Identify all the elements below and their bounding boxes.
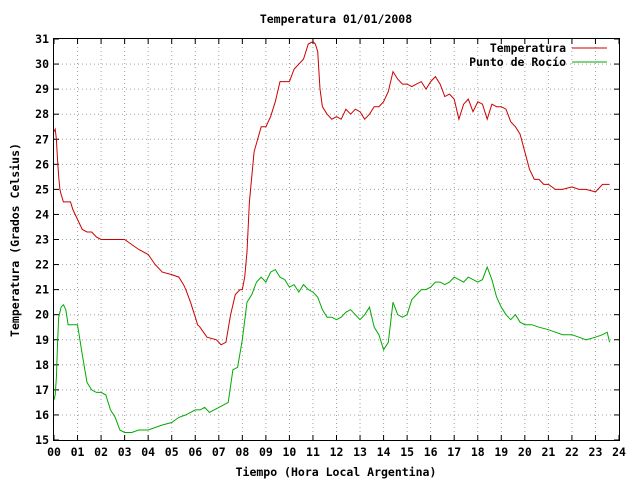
legend-label: Temperatura (490, 41, 566, 55)
x-tick-label: 01 (71, 445, 85, 459)
y-tick-label: 28 (35, 107, 49, 121)
x-tick-label: 16 (424, 445, 438, 459)
x-tick-label: 08 (235, 445, 249, 459)
chart-title: Temperatura 01/01/2008 (260, 12, 412, 26)
x-tick-label: 20 (518, 445, 532, 459)
x-tick-label: 21 (541, 445, 555, 459)
x-tick-label: 23 (589, 445, 603, 459)
y-tick-label: 25 (35, 182, 49, 196)
x-tick-label: 18 (471, 445, 485, 459)
y-tick-label: 22 (35, 258, 49, 272)
y-tick-label: 30 (35, 57, 49, 71)
x-tick-label: 07 (212, 445, 226, 459)
y-tick-label: 26 (35, 157, 49, 171)
x-tick-label: 03 (118, 445, 132, 459)
y-tick-label: 15 (35, 433, 49, 447)
y-tick-label: 23 (35, 233, 49, 247)
plot-frame (53, 38, 620, 441)
y-tick-label: 20 (35, 308, 49, 322)
y-tick-label: 21 (35, 283, 49, 297)
axis-ticks (53, 38, 620, 441)
x-tick-label: 13 (353, 445, 367, 459)
x-tick-label: 14 (377, 445, 391, 459)
temperatura-series-line (53, 40, 610, 346)
x-axis-label: Tiempo (Hora Local Argentina) (236, 465, 437, 479)
x-tick-label: 17 (447, 445, 461, 459)
legend-label: Punto de Rocío (469, 55, 566, 69)
x-tick-label: 05 (165, 445, 179, 459)
x-tick-label: 06 (188, 445, 202, 459)
y-axis-label: Temperatura (Grados Celsius) (8, 143, 22, 337)
grid-lines (54, 39, 619, 440)
x-tick-labels: 00 01 02 03 04 05 06 07 08 09 10 11 12 13 14 15 16 17 18 19… (47, 445, 626, 459)
x-tick-label: 11 (306, 445, 320, 459)
x-tick-label: 10 (282, 445, 296, 459)
y-tick-labels: 15 16 17 18 19 20 21 22 23 24 25 26 27 28 29 30 31 (35, 32, 49, 447)
punto-de-rocio-series-line (53, 265, 611, 433)
y-tick-label: 29 (35, 82, 49, 96)
y-tick-label: 17 (35, 383, 49, 397)
x-tick-label: 24 (612, 445, 626, 459)
x-tick-label: 00 (47, 445, 61, 459)
x-tick-label: 22 (565, 445, 579, 459)
x-tick-label: 12 (330, 445, 344, 459)
y-tick-label: 19 (35, 333, 49, 347)
x-tick-label: 02 (94, 445, 108, 459)
x-tick-label: 19 (494, 445, 508, 459)
x-tick-label: 09 (259, 445, 273, 459)
y-tick-label: 18 (35, 358, 49, 372)
x-tick-label: 04 (141, 445, 155, 459)
y-tick-label: 27 (35, 132, 49, 146)
x-tick-label: 15 (400, 445, 414, 459)
y-tick-label: 31 (35, 32, 49, 46)
series-lines (53, 40, 611, 433)
y-tick-label: 16 (35, 408, 49, 422)
y-tick-label: 24 (35, 207, 49, 221)
